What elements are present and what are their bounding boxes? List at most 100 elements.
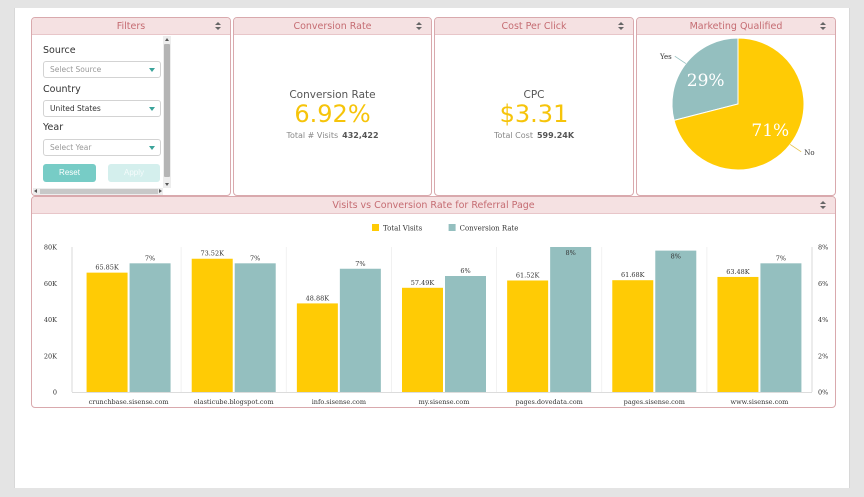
country-label: Country — [43, 84, 81, 95]
scroll-up-icon[interactable] — [165, 38, 169, 41]
cpc-title: Cost Per Click — [501, 21, 567, 32]
bar-conversion-rate[interactable] — [234, 263, 276, 392]
bar-value-label: 48.88K — [306, 294, 330, 302]
bar-value-label: 8% — [671, 253, 681, 261]
x-tick-label: www.sisense.com — [731, 398, 789, 406]
legend-swatch — [448, 224, 456, 231]
filters-panel: Filters Source Select Source Country Uni… — [31, 17, 231, 196]
bar-total-visits[interactable] — [191, 258, 233, 392]
x-tick-label: info.sisense.com — [312, 398, 366, 406]
cost-per-click-panel: Cost Per Click CPC $3.31 Total Cost 599.2… — [434, 17, 634, 196]
y-right-tick-label: 0% — [818, 389, 828, 397]
visits-chart-title: Visits vs Conversion Rate for Referral P… — [332, 200, 535, 211]
scroll-right-icon[interactable] — [159, 189, 162, 193]
leader-line — [789, 144, 802, 153]
legend-swatch — [372, 224, 379, 231]
bar-chart: Total Visits Conversion Rate 0 20K 40K 60K 80K… — [44, 224, 828, 406]
visits-chart-panel: Visits vs Conversion Rate for Referral P… — [31, 196, 836, 408]
source-label: Source — [43, 45, 76, 56]
reset-button[interactable]: Reset — [43, 164, 96, 182]
scroll-left-icon[interactable] — [34, 189, 37, 193]
conversion-rate-title: Conversion Rate — [293, 21, 372, 32]
pie-slice-yes[interactable] — [671, 37, 739, 122]
kpi-value: $3.31 — [499, 100, 569, 128]
bar-total-visits[interactable] — [507, 280, 549, 392]
legend-label[interactable]: Total Visits — [383, 225, 423, 233]
sort-icon[interactable] — [214, 21, 222, 32]
country-value: United States — [50, 104, 101, 113]
chevron-down-icon — [149, 107, 155, 111]
bar-total-visits[interactable] — [86, 272, 128, 392]
legend-label[interactable]: Conversion Rate — [460, 225, 519, 233]
y-right-tick-label: 4% — [818, 316, 828, 324]
sort-icon[interactable] — [415, 21, 423, 32]
y-left-tick-label: 20K — [44, 352, 57, 360]
x-tick-label: my.sisense.com — [419, 398, 470, 406]
vertical-scrollbar[interactable] — [163, 36, 171, 188]
chart-legend: Total Visits Conversion Rate — [372, 224, 518, 233]
apply-button[interactable]: Apply — [108, 164, 160, 182]
pie-category-label: Yes — [659, 53, 672, 61]
marketing-qualified-title: Marketing Qualified — [689, 21, 783, 32]
conversion-rate-panel: Conversion Rate Conversion Rate 6.92% To… — [233, 17, 432, 196]
horizontal-scrollbar[interactable] — [33, 188, 163, 195]
bar-value-label: 61.52K — [516, 271, 540, 279]
bar-value-label: 61.68K — [621, 271, 645, 279]
bar-total-visits[interactable] — [717, 276, 759, 392]
kpi-label: CPC — [523, 89, 545, 101]
bar-value-label: 7% — [355, 260, 365, 268]
conversion-rate-header: Conversion Rate — [234, 18, 431, 35]
y-left-tick-label: 40K — [44, 316, 57, 324]
kpi-value: 6.92% — [294, 100, 371, 128]
source-select[interactable]: Select Source — [43, 61, 161, 78]
sort-icon[interactable] — [819, 21, 827, 32]
kpi-sub-label: Total Cost — [493, 131, 533, 140]
leader-line — [674, 55, 687, 64]
dashboard-canvas: Filters Source Select Source Country Uni… — [14, 8, 850, 488]
x-tick-label: pages.dovedata.com — [515, 398, 582, 406]
sort-icon[interactable] — [819, 200, 827, 211]
bar-value-label: 6% — [460, 267, 470, 275]
pie-value-label: 29% — [687, 71, 725, 91]
visits-chart-header: Visits vs Conversion Rate for Referral P… — [32, 197, 835, 214]
marketing-qualified-header: Marketing Qualified — [637, 18, 835, 35]
country-select[interactable]: United States — [43, 100, 161, 117]
bar-value-label: 57.49K — [411, 279, 435, 287]
bar-conversion-rate[interactable] — [550, 247, 592, 392]
y-left-tick-label: 60K — [44, 280, 57, 288]
bar-value-label: 65.85K — [95, 264, 119, 272]
bar-conversion-rate[interactable] — [445, 276, 486, 392]
bar-conversion-rate[interactable] — [655, 250, 697, 392]
bar-value-label: 7% — [145, 254, 155, 262]
kpi-subtext: Total # Visits 432,422 — [234, 131, 431, 140]
bar-total-visits[interactable] — [296, 303, 338, 392]
bar-conversion-rate[interactable] — [129, 263, 171, 392]
bar-total-visits[interactable] — [402, 287, 443, 392]
kpi-label: Conversion Rate — [289, 89, 376, 101]
x-tick-label: crunchbase.sisense.com — [89, 398, 169, 406]
scrollbar-thumb[interactable] — [164, 44, 170, 177]
y-right-tick-label: 2% — [818, 352, 828, 360]
bar-value-label: 73.52K — [200, 250, 224, 258]
bar-value-label: 63.48K — [726, 268, 750, 276]
sort-icon[interactable] — [617, 21, 625, 32]
year-select[interactable]: Select Year — [43, 139, 161, 156]
bar-total-visits[interactable] — [612, 280, 654, 392]
chevron-down-icon — [149, 68, 155, 72]
pie-category-label: No — [804, 149, 814, 157]
scroll-down-icon[interactable] — [165, 183, 169, 186]
bar-conversion-rate[interactable] — [339, 268, 381, 392]
scrollbar-thumb[interactable] — [40, 189, 158, 194]
filters-header: Filters — [32, 18, 230, 35]
marketing-qualified-panel: Marketing Qualified 29% Yes 71% No — [636, 17, 836, 196]
kpi-sub-label: Total # Visits — [286, 131, 339, 140]
x-tick-label: elasticube.blogspot.com — [194, 398, 274, 406]
pie-value-label: 71% — [751, 121, 789, 141]
bar-value-label: 7% — [776, 254, 786, 262]
pie-slice-no[interactable] — [673, 37, 805, 171]
y-right-tick-label: 8% — [818, 244, 828, 252]
bar-value-label: 7% — [250, 254, 260, 262]
year-label: Year — [43, 122, 64, 133]
bar-conversion-rate[interactable] — [760, 263, 802, 392]
kpi-subtext: Total Cost 599.24K — [435, 131, 633, 140]
